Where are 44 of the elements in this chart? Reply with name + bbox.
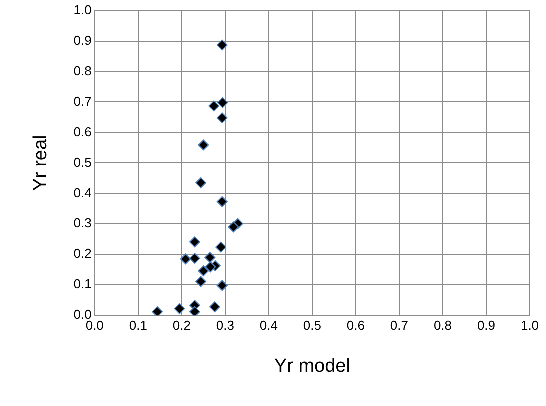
point [180, 254, 192, 265]
point [208, 100, 220, 112]
point [198, 266, 210, 277]
x-tick-label: 0.2 [172, 318, 191, 333]
y-tick-label: 0.2 [74, 246, 92, 262]
y-tick-label: 0.1 [74, 276, 92, 292]
y-axis-title: Yr real [30, 135, 52, 192]
point [189, 253, 200, 264]
y-tick-label: 0.3 [74, 216, 92, 231]
y-tick-label: 1.0 [74, 2, 92, 18]
point [204, 252, 216, 264]
point [196, 276, 207, 288]
y-tick-label: 0.4 [74, 185, 92, 200]
point [189, 236, 200, 248]
point [216, 112, 228, 124]
point [152, 306, 164, 316]
y-tick-label: 0.8 [74, 63, 92, 78]
point [217, 97, 228, 108]
y-tick-label: 0.0 [74, 307, 92, 322]
point [216, 40, 228, 51]
x-axis-title: Yr model [274, 356, 350, 377]
point [174, 303, 186, 314]
x-tick-label: 1.0 [520, 318, 540, 333]
x-tick-label: 0.4 [260, 318, 278, 333]
point [209, 302, 220, 313]
point [228, 222, 240, 233]
x-tick-label: 0.1 [129, 318, 148, 333]
y-tick-label: 0.7 [74, 94, 92, 109]
point [198, 140, 210, 151]
point [216, 196, 228, 208]
x-tick-label: 0.6 [346, 318, 365, 333]
x-tick-label: 0.5 [303, 318, 322, 333]
x-tick-label: 0.7 [390, 318, 408, 333]
x-tick-label: 0.8 [434, 318, 452, 333]
x-tick-label: 0.9 [477, 318, 496, 333]
point [189, 306, 200, 316]
point [216, 280, 228, 292]
x-tick-label: 0.3 [216, 318, 234, 333]
y-tick-label: 0.9 [74, 32, 92, 48]
point [205, 262, 216, 273]
y-tick-label: 0.5 [74, 154, 92, 170]
point [216, 242, 227, 253]
y-tick-label: 0.6 [74, 124, 92, 140]
point [196, 178, 207, 189]
